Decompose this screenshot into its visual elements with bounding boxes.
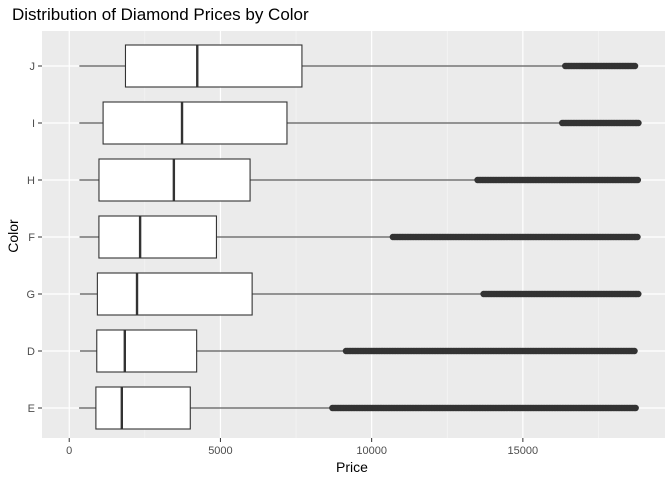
- outlier-points: [558, 119, 642, 127]
- outlier-point: [631, 347, 638, 355]
- x-tick-label: 15000: [508, 445, 539, 457]
- outlier-point: [631, 62, 639, 70]
- outlier-point: [635, 119, 642, 127]
- y-tick-label: J: [30, 61, 36, 73]
- y-axis-title: Color: [5, 219, 21, 253]
- outlier-points: [474, 176, 642, 184]
- x-axis-title: Price: [336, 459, 368, 475]
- outlier-points: [562, 62, 639, 70]
- x-tick-label: 0: [66, 445, 72, 457]
- box-G: [79, 272, 642, 316]
- y-tick-label: G: [26, 289, 35, 301]
- chart-title: Distribution of Diamond Prices by Color: [12, 5, 309, 24]
- box-E: [79, 386, 639, 430]
- box-I: [79, 101, 642, 145]
- x-tick-label: 5000: [208, 445, 232, 457]
- box-H: [79, 158, 642, 202]
- y-axis: J I H F G D E: [26, 61, 42, 415]
- outlier-points: [389, 233, 641, 241]
- iqr-box: [96, 272, 253, 316]
- outlier-point: [634, 233, 641, 241]
- y-tick-label: E: [28, 403, 35, 415]
- x-tick-label: 10000: [356, 445, 387, 457]
- iqr-box: [124, 44, 303, 88]
- outlier-point: [632, 404, 639, 412]
- iqr-box: [96, 329, 198, 373]
- y-tick-label: D: [27, 346, 35, 358]
- iqr-box: [95, 386, 191, 430]
- y-tick-label: F: [28, 232, 35, 244]
- box-J: [79, 44, 639, 88]
- outlier-points: [329, 404, 639, 412]
- iqr-box: [98, 215, 217, 259]
- iqr-box: [102, 101, 288, 145]
- y-tick-label: H: [27, 175, 35, 187]
- box-series: [79, 44, 642, 430]
- outlier-point: [634, 176, 642, 184]
- box-F: [79, 215, 641, 259]
- x-axis: 0 5000 10000 15000: [66, 438, 538, 457]
- outlier-point: [635, 290, 642, 298]
- box-D: [80, 329, 638, 373]
- outlier-points: [480, 290, 642, 298]
- outlier-points: [342, 347, 638, 355]
- y-tick-label: I: [32, 118, 35, 130]
